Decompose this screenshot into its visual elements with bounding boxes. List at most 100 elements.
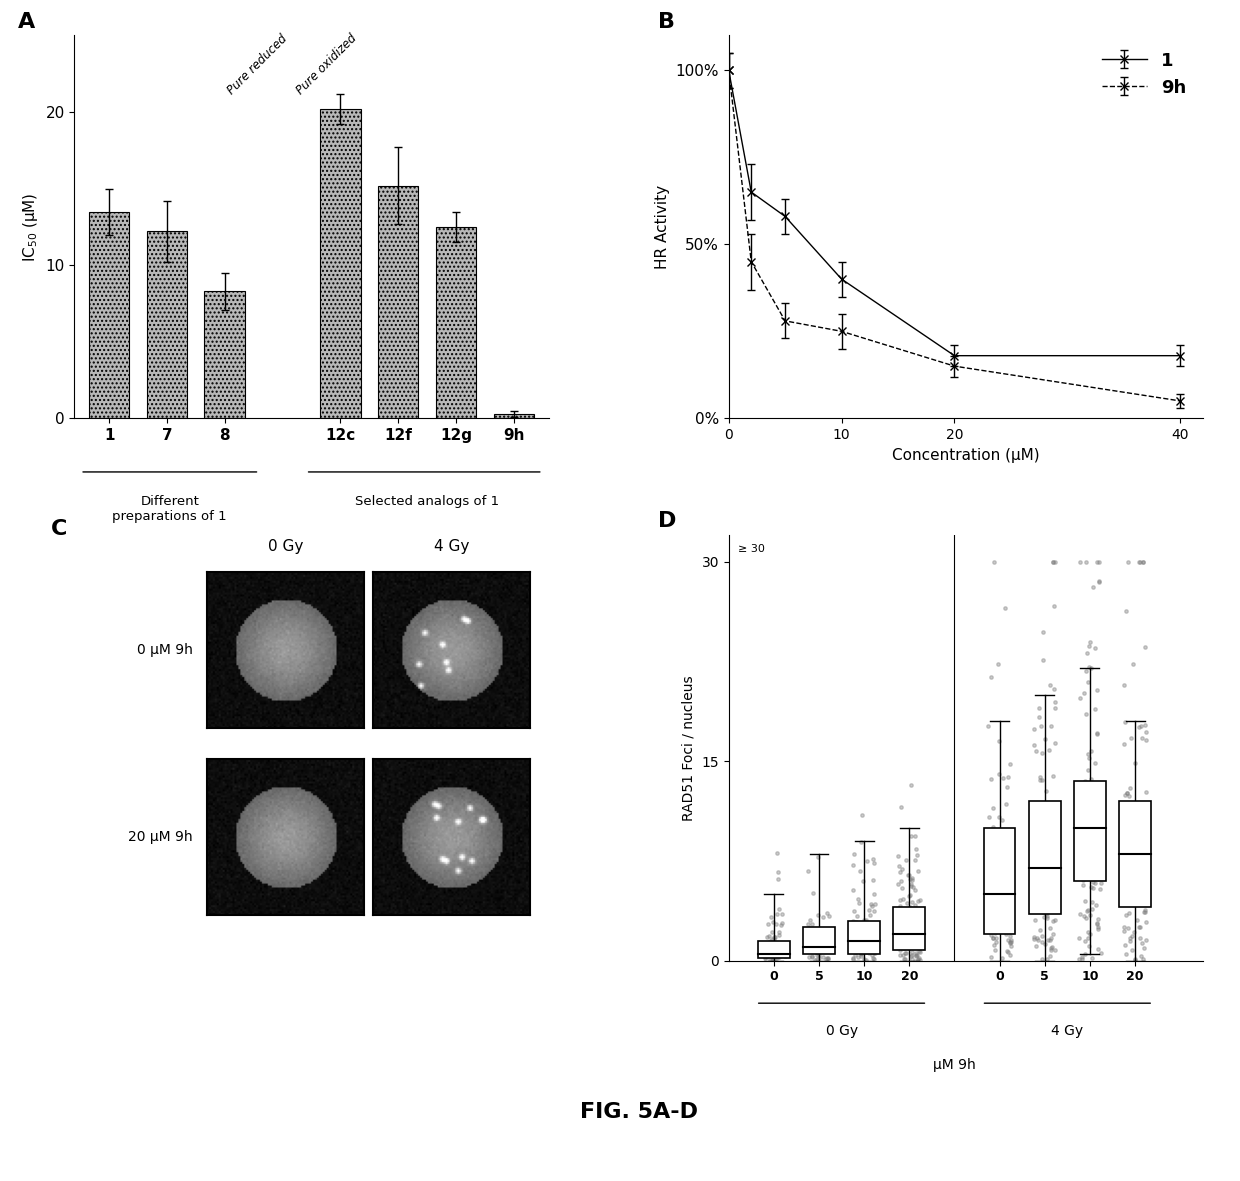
Point: [857, 925, 877, 944]
Point: [1122, 941, 1142, 960]
Point: [1084, 848, 1104, 867]
Point: [990, 839, 1009, 857]
Point: [903, 870, 923, 889]
Point: [998, 768, 1018, 787]
Point: [908, 915, 928, 934]
Point: [813, 948, 833, 967]
Point: [847, 919, 867, 938]
Point: [910, 919, 930, 938]
Point: [1078, 644, 1097, 663]
Text: Selected analogs of 1: Selected analogs of 1: [355, 495, 500, 508]
Point: [893, 879, 913, 898]
Point: [906, 920, 926, 939]
Point: [1074, 870, 1094, 889]
Point: [1038, 899, 1058, 918]
Point: [900, 776, 920, 795]
Point: [1127, 911, 1147, 929]
Point: [1028, 816, 1048, 835]
Point: [1085, 753, 1105, 772]
Point: [856, 931, 875, 950]
Point: [817, 937, 837, 955]
Point: [761, 935, 781, 954]
Point: [890, 940, 910, 959]
Point: [800, 911, 820, 929]
Point: [816, 938, 836, 957]
Point: [983, 817, 1003, 836]
Point: [1025, 911, 1045, 929]
Point: [1033, 622, 1053, 641]
Point: [1079, 804, 1099, 823]
Point: [808, 929, 828, 948]
Point: [1076, 908, 1096, 927]
Point: [1132, 801, 1152, 820]
Point: [985, 940, 1004, 959]
Point: [1116, 886, 1136, 905]
Point: [1037, 905, 1056, 924]
Point: [1087, 920, 1107, 939]
Point: [763, 922, 782, 941]
Point: [851, 938, 870, 957]
Point: [862, 896, 882, 915]
Point: [801, 927, 821, 946]
Point: [766, 914, 786, 933]
Point: [1116, 906, 1136, 925]
Point: [1069, 950, 1089, 968]
Point: [1027, 937, 1047, 955]
Text: ≥ 30: ≥ 30: [738, 543, 765, 554]
Point: [1081, 770, 1101, 789]
Point: [1080, 906, 1100, 925]
Point: [893, 927, 913, 946]
Point: [768, 869, 787, 888]
Point: [859, 937, 879, 955]
Point: [1079, 937, 1099, 955]
Point: [755, 948, 775, 967]
Bar: [146, 231, 187, 418]
Point: [813, 937, 833, 955]
Point: [910, 925, 930, 944]
Point: [1001, 931, 1021, 950]
Point: [901, 875, 921, 894]
Point: [892, 872, 911, 890]
Point: [844, 901, 864, 920]
Point: [1116, 935, 1136, 954]
Point: [1089, 918, 1109, 937]
Point: [768, 935, 787, 954]
Point: [1076, 661, 1096, 680]
Point: [1087, 553, 1107, 572]
Point: [908, 892, 928, 911]
Point: [905, 946, 925, 965]
Point: [978, 887, 998, 906]
Point: [1121, 729, 1141, 748]
Point: [990, 846, 1009, 864]
Point: [854, 938, 874, 957]
Point: [773, 905, 792, 924]
Point: [764, 950, 784, 968]
Point: [1084, 859, 1104, 877]
Point: [1037, 782, 1056, 801]
Point: [894, 889, 914, 908]
Point: [901, 869, 921, 888]
Point: [1037, 950, 1056, 968]
Point: [1024, 927, 1044, 946]
Point: [756, 948, 776, 967]
Point: [981, 839, 1001, 857]
Point: [846, 942, 866, 961]
Point: [999, 860, 1019, 879]
Point: [1122, 843, 1142, 862]
Point: [1086, 896, 1106, 915]
Point: [843, 922, 863, 941]
Point: [909, 950, 929, 968]
Point: [755, 942, 775, 961]
Point: [1039, 890, 1059, 909]
Point: [807, 933, 827, 952]
Point: [864, 950, 884, 968]
Point: [1028, 931, 1048, 950]
Point: [1130, 928, 1149, 947]
FancyBboxPatch shape: [894, 907, 925, 950]
Point: [1069, 863, 1089, 882]
Y-axis label: IC$_{50}$ (μM): IC$_{50}$ (μM): [21, 193, 40, 262]
Point: [863, 849, 883, 868]
Point: [864, 944, 884, 963]
Point: [895, 950, 915, 968]
Point: [897, 933, 916, 952]
